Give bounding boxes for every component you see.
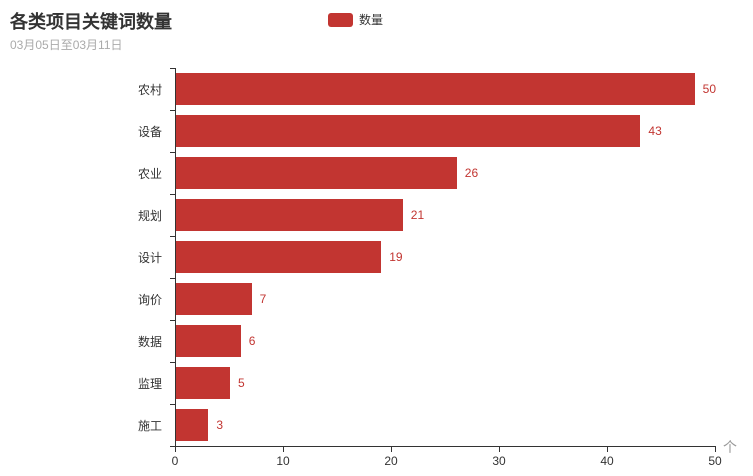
y-axis-tick	[170, 446, 176, 447]
plot-area: 农村 50 设备 43 农业 26 规划 21 设计 19 询价 7 数据 6 监理 5 施工 3	[138, 68, 716, 447]
legend-item-quantity[interactable]: 数量	[328, 11, 383, 28]
bar[interactable]	[176, 409, 209, 441]
y-axis-tick	[170, 152, 176, 153]
bar-row: 规划 21	[138, 194, 716, 236]
bar[interactable]	[176, 157, 457, 189]
y-axis-tick	[170, 110, 176, 111]
x-axis-tick	[499, 447, 500, 452]
x-axis-tick	[607, 447, 608, 452]
bar[interactable]	[176, 367, 230, 399]
x-axis-tick-label: 50	[708, 454, 722, 468]
y-axis-tick	[170, 404, 176, 405]
value-label: 21	[410, 208, 425, 222]
value-label: 26	[464, 166, 479, 180]
category-label: 规划	[137, 208, 162, 223]
y-axis-tick	[170, 68, 176, 69]
category-label: 农村	[137, 82, 162, 97]
bar-row: 数据 6	[138, 320, 716, 362]
legend-marker-icon	[328, 12, 353, 27]
bar[interactable]	[176, 73, 695, 105]
x-axis-tick-label: 0	[171, 454, 179, 468]
chart-subtitle: 03月05日至03月11日	[10, 38, 123, 52]
x-axis-unit-label: 个	[723, 439, 737, 455]
x-axis-tick	[283, 447, 284, 452]
y-axis-tick	[170, 320, 176, 321]
value-label: 7	[259, 292, 267, 306]
category-label: 农业	[137, 166, 162, 181]
category-label: 数据	[137, 334, 162, 349]
value-label: 19	[389, 250, 403, 264]
y-axis-tick	[170, 362, 176, 363]
y-axis-tick	[170, 278, 176, 279]
bar-row: 监理 5	[138, 362, 716, 404]
category-label: 监理	[137, 376, 162, 391]
bar-row: 农村 50	[138, 68, 716, 110]
bar-row: 设备 43	[138, 110, 716, 152]
legend-label: 数量	[359, 13, 384, 27]
x-axis-tick-label: 20	[384, 454, 398, 468]
bar[interactable]	[176, 115, 641, 147]
x-axis-tick-label: 40	[600, 454, 614, 468]
y-axis-tick	[170, 236, 176, 237]
bar[interactable]	[176, 283, 252, 315]
bar-row: 农业 26	[138, 152, 716, 194]
category-label: 设备	[137, 124, 162, 139]
x-axis-tick-label: 10	[276, 454, 290, 468]
bar-row: 施工 3	[138, 404, 716, 446]
y-axis-tick	[170, 194, 176, 195]
value-label: 50	[702, 82, 716, 96]
bar[interactable]	[176, 199, 403, 231]
value-label: 6	[248, 334, 256, 348]
x-axis: 0 10 20 30 40 50	[171, 447, 722, 475]
bar-row: 询价 7	[138, 278, 716, 320]
value-label: 3	[216, 418, 224, 432]
bar[interactable]	[176, 241, 382, 273]
x-axis-tick-label: 30	[492, 454, 506, 468]
bar-row: 设计 19	[138, 236, 716, 278]
bar[interactable]	[176, 325, 241, 357]
category-label: 询价	[137, 292, 162, 307]
chart-title: 各类项目关键词数量	[10, 12, 172, 32]
x-axis-tick	[715, 447, 716, 452]
x-axis-tick	[391, 447, 392, 452]
category-label: 施工	[137, 418, 162, 433]
category-label: 设计	[137, 250, 162, 265]
value-label: 5	[238, 376, 245, 390]
value-label: 43	[648, 124, 662, 138]
x-axis-tick	[175, 447, 176, 452]
